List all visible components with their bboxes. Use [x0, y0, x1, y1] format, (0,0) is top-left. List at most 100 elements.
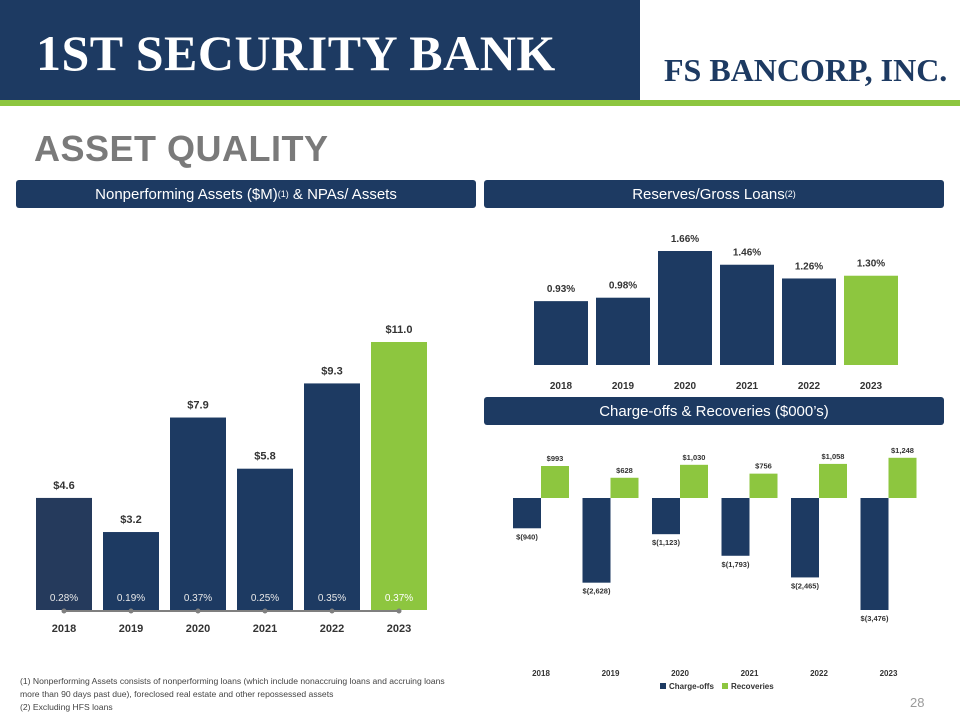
reserves-section-header: Reserves/Gross Loans (2) [484, 180, 944, 208]
reserves-value-label: 1.46% [733, 248, 761, 259]
header-logo-area [640, 0, 960, 100]
recovery-value-label: $756 [755, 462, 772, 471]
chargeoff-bar-2020 [652, 498, 680, 535]
fs-bancorp-logo: FS BANCORP, INC. [664, 52, 948, 88]
chargeoff-value-label: $(940) [516, 532, 538, 541]
npa-chart: $4.6 0.28% 2018 $3.2 0.19% 2019 $7.9 0.37% 2020 $… [36, 324, 427, 635]
npa-x-tick-label: 2021 [253, 623, 277, 635]
npa-bar-2019 [103, 532, 159, 610]
recovery-bar-2018 [541, 466, 569, 498]
recovery-value-label: $1,248 [891, 446, 914, 455]
recovery-value-label: $993 [547, 454, 564, 463]
npa-x-tick-label: 2018 [52, 623, 76, 635]
chargeoff-bar-2019 [582, 498, 611, 583]
page-number: 28 [910, 695, 925, 710]
npa-ratio-label: 0.37% [184, 593, 212, 604]
recovery-bar-2023 [888, 457, 917, 498]
recovery-bar-2022 [819, 463, 847, 498]
npa-bar-2021 [237, 468, 293, 610]
chargeoffs-chart: $(940) $993 2018 $(2,628) $628 2019 $(1,123) $1… [513, 446, 917, 691]
reserves-bar-2021 [720, 264, 774, 365]
npa-section-header: Nonperforming Assets ($M) (1) & NPAs/ Ass… [16, 180, 476, 208]
legend-chargeoffs-swatch [660, 683, 666, 689]
footnote-1: (1) Nonperforming Assets consists of non… [20, 676, 445, 699]
npa-footnote-marker: (1) [277, 189, 289, 199]
footnote-2: (2) Excluding HFS loans [20, 702, 113, 712]
chargeoffs-x-tick-label: 2022 [810, 669, 828, 678]
reserves-value-label: 1.30% [857, 259, 885, 270]
npa-ratio-point [262, 608, 268, 614]
legend-chargeoffs-label: Charge-offs [669, 682, 714, 691]
npa-bar-2020 [170, 417, 226, 610]
npa-section-title-suffix: & NPAs/ Assets [288, 185, 397, 203]
chargeoff-bar-2018 [513, 498, 541, 529]
chargeoff-value-label: $(2,628) [583, 587, 611, 596]
reserves-bar-2020 [658, 251, 712, 365]
reserves-value-label: 1.26% [795, 261, 823, 272]
npa-value-label: $5.8 [254, 451, 275, 463]
npa-ratio-point [396, 608, 402, 614]
reserves-x-tick-label: 2023 [860, 381, 883, 392]
npa-ratio-label: 0.28% [50, 593, 78, 604]
npa-ratio-label: 0.37% [385, 593, 413, 604]
chargeoff-value-label: $(3,476) [861, 614, 889, 623]
reserves-x-tick-label: 2022 [798, 381, 821, 392]
npa-x-tick-label: 2019 [119, 623, 143, 635]
reserves-bar-2023 [844, 275, 898, 365]
npa-bar-2018 [36, 497, 92, 610]
reserves-x-tick-label: 2021 [736, 381, 759, 392]
reserves-chart: 0.93% 2018 0.98% 2019 1.66% 2020 1.46% 2021 1.26… [534, 234, 898, 392]
first-security-bank-logo: 1ST SECURITY BANK [36, 25, 556, 81]
reserves-value-label: 0.98% [609, 281, 637, 292]
footnotes: (1) Nonperforming Assets consists of non… [20, 675, 460, 714]
npa-ratio-label: 0.19% [117, 593, 145, 604]
chargeoffs-x-tick-label: 2018 [532, 669, 550, 678]
npa-ratio-point [128, 608, 134, 614]
reserves-x-tick-label: 2020 [674, 381, 697, 392]
npa-bar-2023 [371, 342, 427, 610]
legend-recoveries-swatch [722, 683, 728, 689]
npa-x-tick-label: 2022 [320, 623, 344, 635]
npa-ratio-point [61, 608, 67, 614]
npa-ratio-label: 0.35% [318, 593, 346, 604]
chargeoff-bar-2021 [721, 498, 750, 556]
chargeoff-value-label: $(1,793) [722, 560, 750, 569]
reserves-value-label: 0.93% [547, 284, 575, 295]
npa-x-tick-label: 2020 [186, 623, 210, 635]
npa-value-label: $3.2 [120, 514, 141, 526]
chargeoffs-section-title: Charge-offs & Recoveries ($000’s) [599, 402, 829, 420]
recovery-value-label: $628 [616, 466, 633, 475]
npa-value-label: $9.3 [321, 365, 342, 377]
page-title: ASSET QUALITY [34, 128, 329, 169]
chargeoff-bar-2023 [860, 498, 889, 610]
header-banner [0, 0, 640, 100]
reserves-footnote-marker: (2) [784, 189, 796, 199]
recovery-bar-2021 [749, 473, 778, 498]
reserves-bar-2018 [534, 301, 588, 365]
reserves-x-tick-label: 2019 [612, 381, 635, 392]
chargeoff-bar-2022 [791, 498, 819, 578]
npa-ratio-point [329, 608, 335, 614]
chargeoffs-x-tick-label: 2019 [602, 669, 620, 678]
npa-value-label: $7.9 [187, 400, 208, 412]
npa-x-tick-label: 2023 [387, 623, 411, 635]
npa-section-title: Nonperforming Assets ($M) [95, 185, 278, 203]
reserves-bar-2019 [596, 297, 650, 365]
reserves-section-title: Reserves/Gross Loans [632, 185, 785, 203]
npa-value-label: $4.6 [53, 480, 74, 492]
recovery-value-label: $1,058 [822, 452, 845, 461]
npa-ratio-label: 0.25% [251, 593, 279, 604]
chargeoff-value-label: $(1,123) [652, 538, 680, 547]
chargeoffs-section-header: Charge-offs & Recoveries ($000’s) [484, 397, 944, 425]
reserves-x-tick-label: 2018 [550, 381, 573, 392]
recovery-bar-2019 [610, 477, 639, 498]
npa-value-label: $11.0 [386, 324, 413, 336]
header-accent-stripe [0, 100, 960, 106]
chargeoffs-x-tick-label: 2021 [741, 669, 759, 678]
chargeoffs-x-tick-label: 2020 [671, 669, 689, 678]
npa-bar-2022 [304, 383, 360, 610]
npa-ratio-point [195, 608, 201, 614]
reserves-value-label: 1.66% [671, 234, 699, 245]
recovery-value-label: $1,030 [683, 453, 706, 462]
chargeoff-value-label: $(2,465) [791, 581, 819, 590]
